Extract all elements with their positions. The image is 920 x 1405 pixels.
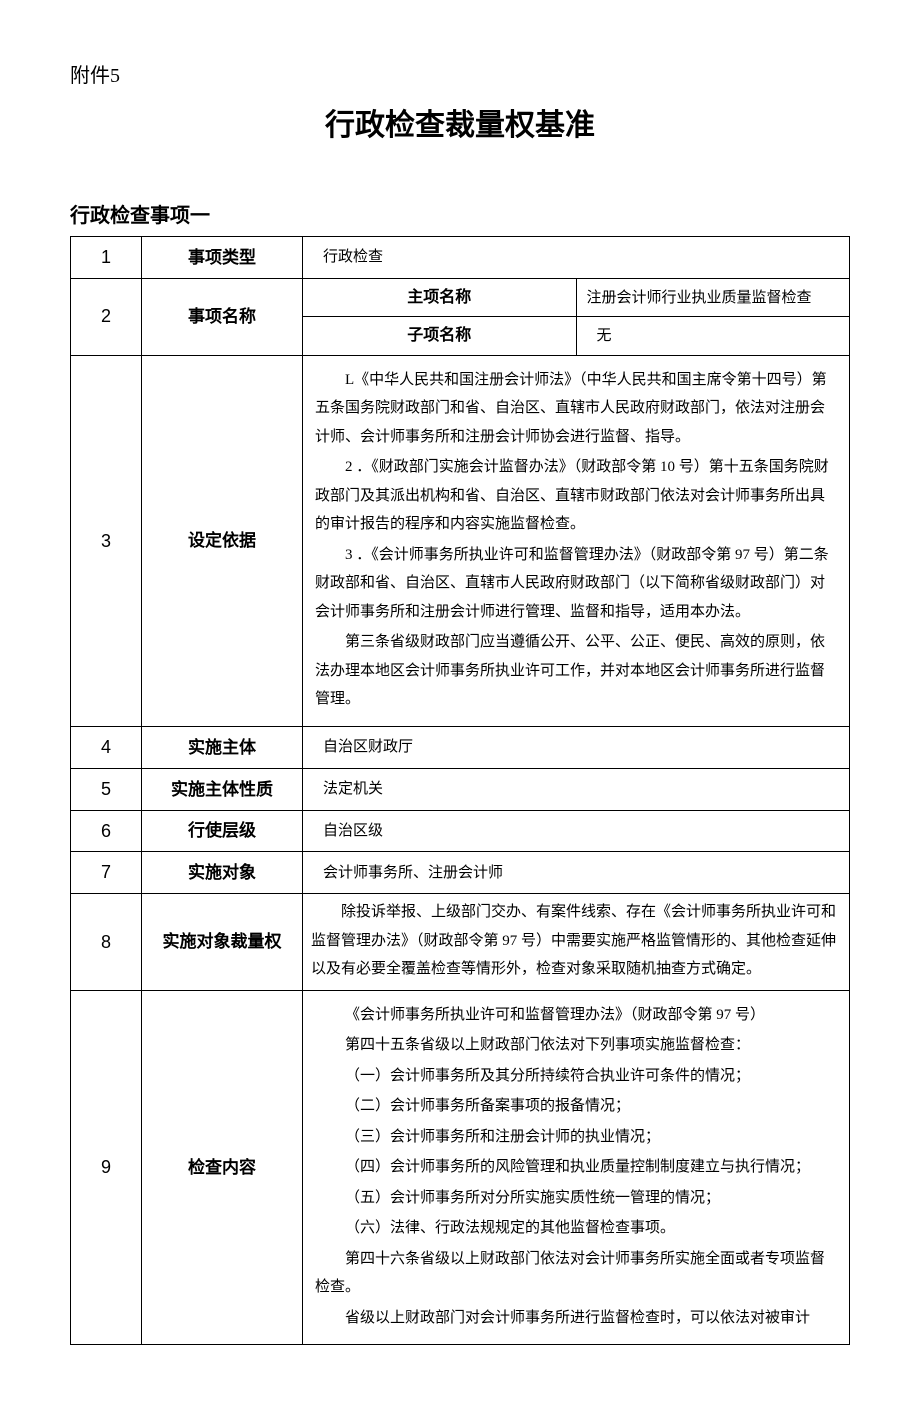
table-row: 2 事项名称 主项名称 注册会计师行业执业质量监督检查: [71, 278, 850, 317]
row-label: 行使层级: [142, 810, 303, 852]
table-row: 5 实施主体性质 法定机关: [71, 768, 850, 810]
para: 《会计师事务所执业许可和监督管理办法》（财政部令第 97 号）: [315, 1001, 837, 1030]
subrow-value: 无: [576, 317, 850, 356]
main-table: 1 事项类型 行政检查 2 事项名称 主项名称 注册会计师行业执业质量监督检查 …: [70, 236, 850, 1345]
row-num: 4: [71, 726, 142, 768]
para: （三）会计师事务所和注册会计师的执业情况；: [315, 1123, 837, 1152]
para: 第四十五条省级以上财政部门依法对下列事项实施监督检查：: [315, 1031, 837, 1060]
row-label: 检查内容: [142, 990, 303, 1345]
row-num: 2: [71, 278, 142, 355]
subrow-label: 主项名称: [303, 278, 577, 317]
row-value: L《中华人民共和国注册会计师法》（中华人民共和国主席令第十四号）第五条国务院财政…: [303, 355, 850, 726]
para: （四）会计师事务所的风险管理和执业质量控制制度建立与执行情况；: [315, 1153, 837, 1182]
row-value: 自治区级: [303, 810, 850, 852]
row-value: 法定机关: [303, 768, 850, 810]
table-row: 6 行使层级 自治区级: [71, 810, 850, 852]
para: （二）会计师事务所备案事项的报备情况；: [315, 1092, 837, 1121]
row-label: 事项类型: [142, 237, 303, 279]
para: 第四十六条省级以上财政部门依法对会计师事务所实施全面或者专项监督检查。: [315, 1245, 837, 1302]
row-value: 自治区财政厅: [303, 726, 850, 768]
row-num: 1: [71, 237, 142, 279]
table-row: 8 实施对象裁量权 除投诉举报、上级部门交办、有案件线索、存在《会计师事务所执业…: [71, 894, 850, 991]
attachment-label: 附件5: [70, 60, 850, 92]
row-value: 会计师事务所、注册会计师: [303, 852, 850, 894]
para: 除投诉举报、上级部门交办、有案件线索、存在《会计师事务所执业许可和监督管理办法》…: [311, 898, 841, 984]
row-num: 3: [71, 355, 142, 726]
row-value: 《会计师事务所执业许可和监督管理办法》（财政部令第 97 号） 第四十五条省级以…: [303, 990, 850, 1345]
page-title: 行政检查裁量权基准: [70, 102, 850, 150]
row-label: 实施主体性质: [142, 768, 303, 810]
table-row: 3 设定依据 L《中华人民共和国注册会计师法》（中华人民共和国主席令第十四号）第…: [71, 355, 850, 726]
table-row: 1 事项类型 行政检查: [71, 237, 850, 279]
row-label: 实施对象: [142, 852, 303, 894]
row-label: 实施对象裁量权: [142, 894, 303, 991]
para: 2 ．《财政部门实施会计监督办法》（财政部令第 10 号）第十五条国务院财政部门…: [315, 453, 837, 539]
subrow-value: 注册会计师行业执业质量监督检查: [576, 278, 850, 317]
table-row: 9 检查内容 《会计师事务所执业许可和监督管理办法》（财政部令第 97 号） 第…: [71, 990, 850, 1345]
row-value: 除投诉举报、上级部门交办、有案件线索、存在《会计师事务所执业许可和监督管理办法》…: [303, 894, 850, 991]
row-num: 5: [71, 768, 142, 810]
row-label: 实施主体: [142, 726, 303, 768]
table-row: 4 实施主体 自治区财政厅: [71, 726, 850, 768]
table-row: 7 实施对象 会计师事务所、注册会计师: [71, 852, 850, 894]
para: L《中华人民共和国注册会计师法》（中华人民共和国主席令第十四号）第五条国务院财政…: [315, 366, 837, 452]
subrow-label: 子项名称: [303, 317, 577, 356]
para: （一）会计师事务所及其分所持续符合执业许可条件的情况；: [315, 1062, 837, 1091]
row-label: 事项名称: [142, 278, 303, 355]
para: （六）法律、行政法规规定的其他监督检查事项。: [315, 1214, 837, 1243]
section-title: 行政检查事项一: [70, 200, 850, 232]
row-label: 设定依据: [142, 355, 303, 726]
para: 第三条省级财政部门应当遵循公开、公平、公正、便民、高效的原则，依法办理本地区会计…: [315, 628, 837, 714]
row-value: 行政检查: [303, 237, 850, 279]
row-num: 9: [71, 990, 142, 1345]
row-num: 8: [71, 894, 142, 991]
row-num: 7: [71, 852, 142, 894]
para: 3 ．《会计师事务所执业许可和监督管理办法》（财政部令第 97 号）第二条财政部…: [315, 541, 837, 627]
para: （五）会计师事务所对分所实施实质性统一管理的情况；: [315, 1184, 837, 1213]
para: 省级以上财政部门对会计师事务所进行监督检查时，可以依法对被审计: [315, 1304, 837, 1333]
row-num: 6: [71, 810, 142, 852]
